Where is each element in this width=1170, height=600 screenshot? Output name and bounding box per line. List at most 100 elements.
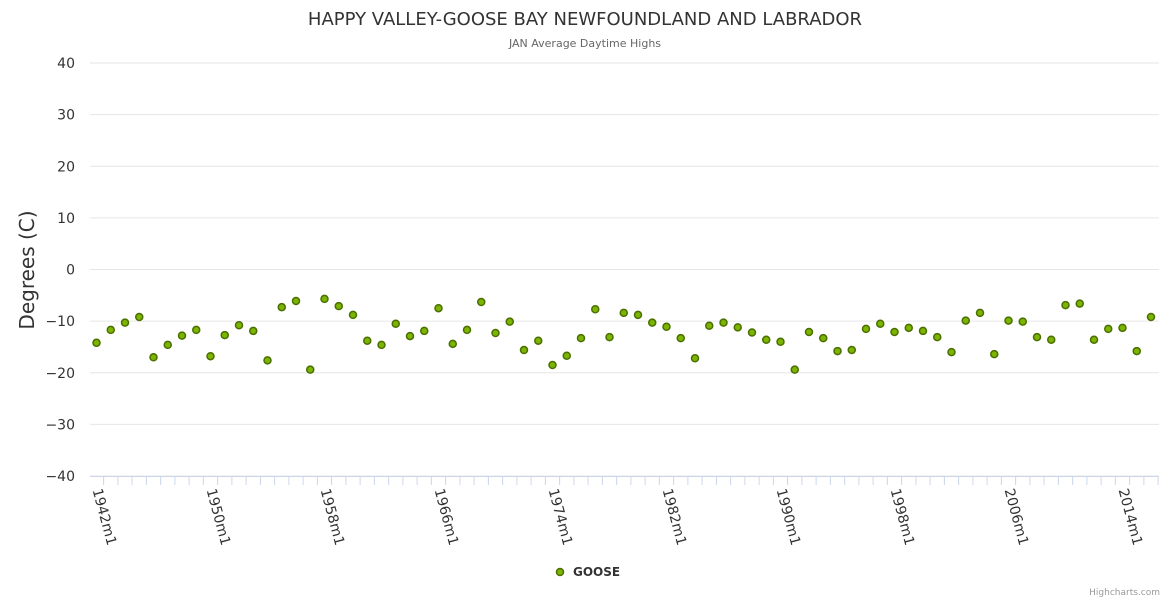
data-point[interactable] xyxy=(648,318,657,327)
data-point[interactable] xyxy=(861,324,871,334)
x-tick-label: 1990m1 xyxy=(773,487,804,547)
data-point[interactable] xyxy=(1004,316,1013,325)
data-point[interactable] xyxy=(605,332,614,342)
data-point[interactable] xyxy=(719,318,728,327)
data-point[interactable] xyxy=(548,360,557,370)
credits-link[interactable]: Highcharts.com xyxy=(1089,588,1160,598)
y-tick-label: −20 xyxy=(45,366,75,382)
data-point[interactable] xyxy=(234,321,244,330)
series-goose[interactable] xyxy=(92,294,1156,374)
data-point[interactable] xyxy=(633,310,643,320)
legend[interactable]: GOOSE xyxy=(555,565,621,579)
data-point[interactable] xyxy=(1018,317,1027,326)
data-point[interactable] xyxy=(990,349,999,359)
data-point[interactable] xyxy=(961,316,970,325)
data-point[interactable] xyxy=(576,333,586,343)
data-point[interactable] xyxy=(135,312,144,322)
data-point[interactable] xyxy=(947,347,956,357)
data-point[interactable] xyxy=(1146,312,1156,322)
x-tick-label: 1998m1 xyxy=(887,487,918,547)
data-point[interactable] xyxy=(306,365,315,374)
data-point[interactable] xyxy=(206,351,215,361)
y-axis-ticks: 40 30 20 10 0 −10 −20 −30 −40 xyxy=(45,56,75,485)
data-point[interactable] xyxy=(790,365,799,374)
data-point[interactable] xyxy=(434,303,443,313)
data-point[interactable] xyxy=(1061,300,1070,310)
data-point[interactable] xyxy=(149,353,158,362)
data-point[interactable] xyxy=(348,310,358,320)
data-point[interactable] xyxy=(676,333,685,343)
x-tick-label: 1974m1 xyxy=(545,487,576,547)
data-point[interactable] xyxy=(890,327,899,337)
data-point[interactable] xyxy=(562,351,571,360)
x-tick-label: 2014m1 xyxy=(1115,487,1146,547)
data-point[interactable] xyxy=(1032,332,1042,342)
data-point[interactable] xyxy=(277,302,286,312)
y-tick-label: 40 xyxy=(57,56,75,72)
data-point[interactable] xyxy=(833,346,842,356)
y-tick-label: −30 xyxy=(45,417,75,433)
data-point[interactable] xyxy=(192,325,201,335)
data-point[interactable] xyxy=(320,294,329,304)
data-point[interactable] xyxy=(377,340,386,350)
data-point[interactable] xyxy=(762,335,771,344)
chart-title: HAPPY VALLEY-GOOSE BAY NEWFOUNDLAND AND … xyxy=(308,9,862,30)
x-tick-label: 1958m1 xyxy=(317,487,348,547)
y-tick-label: 0 xyxy=(66,263,75,279)
legend-label-goose[interactable]: GOOSE xyxy=(573,565,620,579)
y-tick-label: −40 xyxy=(45,469,75,485)
data-point[interactable] xyxy=(847,345,856,355)
data-point[interactable] xyxy=(1047,335,1056,344)
data-point[interactable] xyxy=(163,340,172,350)
data-point[interactable] xyxy=(619,308,628,318)
data-point[interactable] xyxy=(1118,323,1127,333)
data-point[interactable] xyxy=(705,321,714,331)
data-point[interactable] xyxy=(477,297,486,307)
data-point[interactable] xyxy=(448,339,457,349)
data-point[interactable] xyxy=(975,308,985,318)
x-tick-label: 1942m1 xyxy=(89,487,120,547)
data-point[interactable] xyxy=(662,322,671,332)
x-tick-label: 1982m1 xyxy=(659,487,690,547)
data-point[interactable] xyxy=(904,323,913,333)
data-point[interactable] xyxy=(405,331,415,341)
data-point[interactable] xyxy=(1075,299,1084,308)
data-point[interactable] xyxy=(747,328,757,337)
y-tick-label: −10 xyxy=(45,314,75,330)
data-point[interactable] xyxy=(263,356,272,365)
data-point[interactable] xyxy=(92,338,101,348)
data-point[interactable] xyxy=(804,327,814,337)
data-point[interactable] xyxy=(363,336,372,345)
data-point[interactable] xyxy=(291,296,301,306)
data-point[interactable] xyxy=(391,319,400,328)
data-point[interactable] xyxy=(534,336,543,345)
data-point[interactable] xyxy=(420,326,429,336)
data-point[interactable] xyxy=(690,354,700,363)
data-point[interactable] xyxy=(591,305,600,314)
x-tick-label: 2006m1 xyxy=(1001,487,1032,547)
data-point[interactable] xyxy=(876,319,885,328)
data-point[interactable] xyxy=(933,332,942,342)
data-point[interactable] xyxy=(249,326,258,336)
data-point[interactable] xyxy=(733,323,742,332)
data-point[interactable] xyxy=(918,326,928,336)
data-point[interactable] xyxy=(776,337,785,347)
data-point[interactable] xyxy=(177,331,187,340)
data-point[interactable] xyxy=(334,301,343,311)
data-point[interactable] xyxy=(491,328,500,338)
data-point[interactable] xyxy=(505,317,514,326)
data-point[interactable] xyxy=(1089,335,1099,344)
data-point[interactable] xyxy=(819,333,828,343)
data-point[interactable] xyxy=(1104,324,1113,334)
x-tick-label: 1966m1 xyxy=(431,487,462,547)
y-tick-label: 10 xyxy=(57,211,75,227)
data-point[interactable] xyxy=(462,325,472,335)
data-point[interactable] xyxy=(106,325,115,335)
data-point[interactable] xyxy=(519,345,529,355)
y-axis-label: Degrees (C) xyxy=(15,210,39,329)
data-point[interactable] xyxy=(220,330,229,340)
y-tick-label: 20 xyxy=(57,159,75,175)
data-point[interactable] xyxy=(1132,346,1141,356)
data-point[interactable] xyxy=(120,318,130,327)
